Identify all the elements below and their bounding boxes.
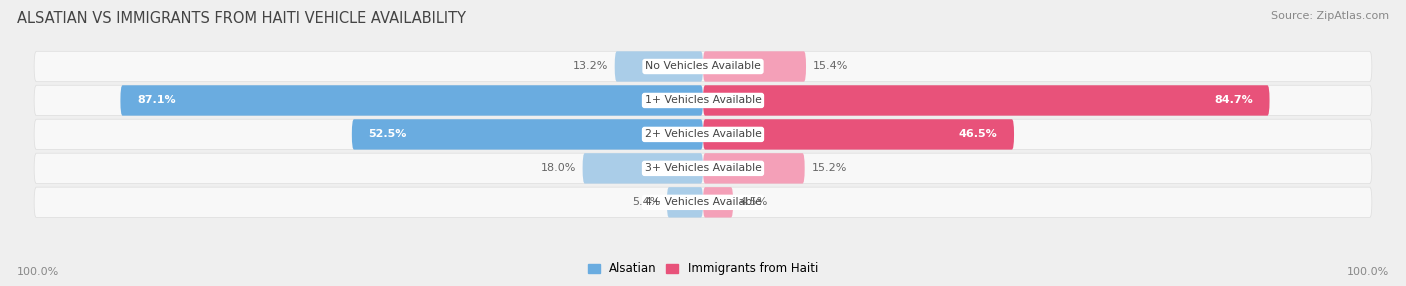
Text: 15.2%: 15.2% (811, 163, 846, 173)
Text: 5.4%: 5.4% (631, 197, 661, 207)
Text: 52.5%: 52.5% (368, 130, 406, 139)
FancyBboxPatch shape (34, 85, 1372, 116)
FancyBboxPatch shape (703, 153, 804, 184)
FancyBboxPatch shape (703, 187, 733, 218)
Text: No Vehicles Available: No Vehicles Available (645, 61, 761, 72)
Text: 100.0%: 100.0% (1347, 267, 1389, 277)
FancyBboxPatch shape (34, 119, 1372, 150)
FancyBboxPatch shape (121, 85, 703, 116)
FancyBboxPatch shape (582, 153, 703, 184)
FancyBboxPatch shape (352, 119, 703, 150)
Text: 13.2%: 13.2% (572, 61, 607, 72)
Text: 100.0%: 100.0% (17, 267, 59, 277)
Text: 15.4%: 15.4% (813, 61, 848, 72)
Text: Source: ZipAtlas.com: Source: ZipAtlas.com (1271, 11, 1389, 21)
Text: 2+ Vehicles Available: 2+ Vehicles Available (644, 130, 762, 139)
FancyBboxPatch shape (34, 51, 1372, 82)
FancyBboxPatch shape (666, 187, 703, 218)
Text: 4.5%: 4.5% (740, 197, 768, 207)
FancyBboxPatch shape (703, 51, 806, 82)
Text: ALSATIAN VS IMMIGRANTS FROM HAITI VEHICLE AVAILABILITY: ALSATIAN VS IMMIGRANTS FROM HAITI VEHICL… (17, 11, 465, 26)
Text: 84.7%: 84.7% (1213, 96, 1253, 106)
Text: 4+ Vehicles Available: 4+ Vehicles Available (644, 197, 762, 207)
Legend: Alsatian, Immigrants from Haiti: Alsatian, Immigrants from Haiti (583, 258, 823, 280)
FancyBboxPatch shape (614, 51, 703, 82)
FancyBboxPatch shape (34, 187, 1372, 218)
Text: 3+ Vehicles Available: 3+ Vehicles Available (644, 163, 762, 173)
FancyBboxPatch shape (703, 85, 1270, 116)
FancyBboxPatch shape (703, 119, 1014, 150)
Text: 87.1%: 87.1% (138, 96, 176, 106)
Text: 18.0%: 18.0% (540, 163, 576, 173)
Text: 1+ Vehicles Available: 1+ Vehicles Available (644, 96, 762, 106)
Text: 46.5%: 46.5% (959, 130, 997, 139)
FancyBboxPatch shape (34, 153, 1372, 184)
